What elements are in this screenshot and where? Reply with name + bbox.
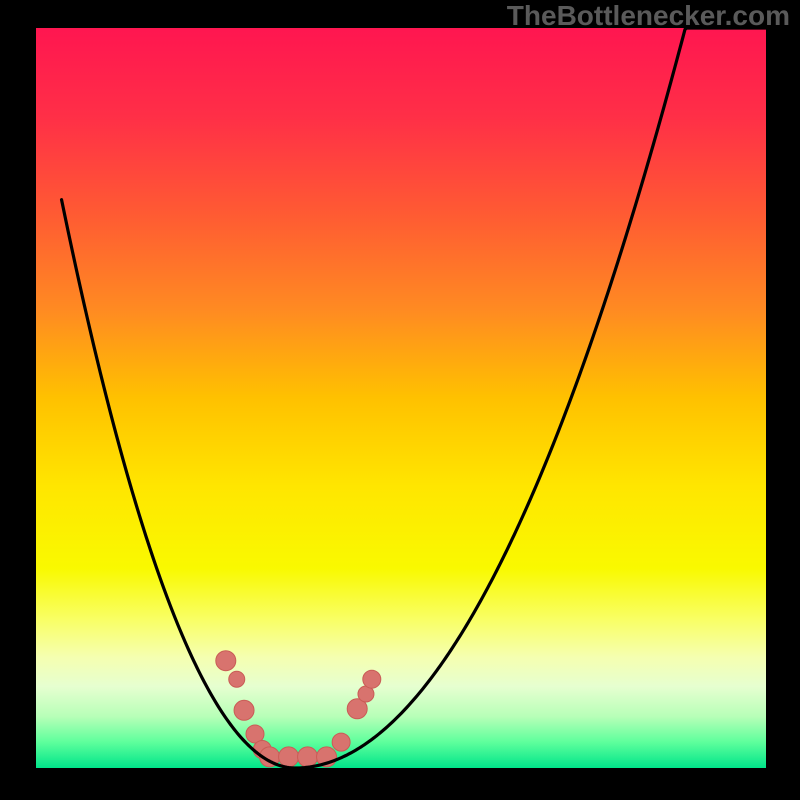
curve-marker bbox=[332, 733, 350, 751]
bottleneck-curve bbox=[62, 28, 766, 768]
curve-marker bbox=[229, 671, 245, 687]
chart-root: TheBottlenecker.com bbox=[0, 0, 800, 800]
plot-area bbox=[36, 28, 766, 768]
curve-marker bbox=[363, 670, 381, 688]
curve-marker bbox=[234, 700, 254, 720]
curve-marker bbox=[216, 651, 236, 671]
curve-marker bbox=[279, 747, 299, 767]
watermark-text: TheBottlenecker.com bbox=[507, 0, 790, 32]
plot-svg bbox=[36, 28, 766, 768]
curve-marker bbox=[298, 747, 318, 767]
